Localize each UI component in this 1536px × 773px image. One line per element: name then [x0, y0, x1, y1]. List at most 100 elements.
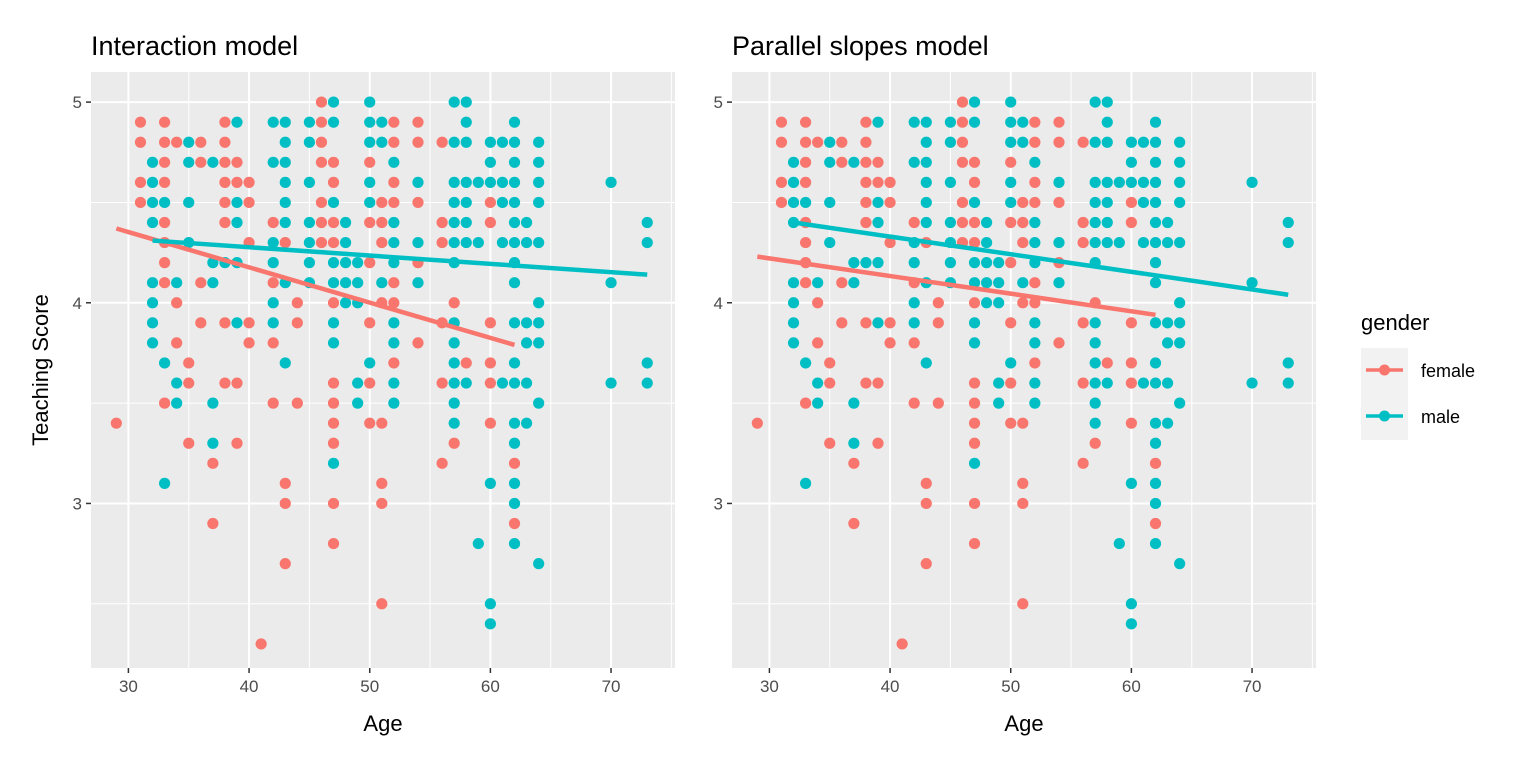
data-point-male	[231, 196, 243, 209]
data-point-female	[388, 357, 400, 369]
data-point-female	[836, 156, 848, 168]
x-tick-label: 70	[1243, 677, 1262, 696]
data-point-female	[775, 116, 788, 128]
data-point-male	[1149, 196, 1162, 209]
data-point-female	[848, 457, 860, 469]
panel-title-parallel: Parallel slopes model	[732, 31, 989, 61]
data-point-male	[787, 196, 800, 209]
data-point-female	[388, 196, 400, 209]
data-point-male	[848, 397, 860, 409]
data-point-male	[171, 377, 183, 389]
data-point-female	[448, 437, 460, 449]
data-point-male	[207, 277, 219, 289]
data-point-male	[1113, 537, 1125, 550]
data-point-male	[968, 277, 981, 289]
fit-line-male	[793, 220, 1289, 297]
data-point-male	[1161, 377, 1174, 389]
data-point-male	[605, 377, 617, 389]
data-point-male	[508, 537, 521, 550]
data-point-male	[327, 116, 340, 128]
data-point-female	[1005, 216, 1017, 229]
data-point-female	[1125, 317, 1137, 329]
data-point-female	[908, 216, 920, 229]
data-point-male	[1089, 216, 1101, 229]
data-point-male	[1101, 216, 1113, 229]
data-point-female	[267, 337, 279, 349]
data-point-female	[920, 497, 932, 510]
data-point-male	[388, 216, 400, 229]
data-point-female	[412, 116, 424, 128]
data-point-female	[836, 136, 848, 148]
data-point-male	[908, 297, 920, 309]
data-point-male	[800, 357, 812, 369]
data-point-male	[364, 196, 376, 209]
data-point-female	[327, 397, 340, 409]
data-point-male	[279, 176, 291, 188]
data-point-male	[520, 377, 533, 389]
data-point-male	[460, 196, 472, 209]
data-point-female	[448, 297, 460, 309]
data-point-female	[315, 116, 328, 128]
data-point-female	[376, 236, 388, 249]
data-point-male	[944, 216, 956, 229]
data-point-male	[279, 136, 291, 148]
x-tick-label: 60	[481, 677, 500, 696]
data-point-male	[812, 377, 824, 389]
data-point-male	[908, 116, 920, 128]
data-point-male	[993, 297, 1005, 309]
data-point-female	[1005, 317, 1017, 329]
data-point-female	[327, 417, 340, 429]
data-point-male	[1149, 437, 1162, 449]
data-point-female	[920, 558, 932, 570]
data-point-female	[860, 156, 872, 168]
data-point-female	[508, 457, 521, 469]
data-point-female	[195, 277, 207, 289]
data-point-female	[824, 437, 836, 449]
data-point-male	[800, 196, 812, 209]
data-point-male	[303, 116, 315, 128]
data-point-female	[968, 236, 981, 249]
data-point-female	[219, 317, 231, 329]
x-tick-label: 40	[240, 677, 259, 696]
data-point-female	[508, 517, 521, 530]
data-point-female	[436, 216, 448, 229]
data-point-male	[968, 196, 981, 209]
data-point-male	[824, 236, 836, 249]
data-point-female	[1029, 116, 1041, 128]
data-point-male	[968, 96, 981, 108]
fit-line-male	[152, 238, 648, 277]
data-point-male	[1005, 196, 1017, 209]
data-point-male	[231, 216, 243, 229]
data-point-female	[1077, 377, 1089, 389]
data-point-male	[1149, 477, 1162, 489]
data-point-male	[159, 477, 171, 489]
data-point-male	[159, 357, 171, 369]
data-point-female	[231, 156, 243, 168]
data-point-male	[1029, 337, 1041, 349]
data-point-male	[1101, 196, 1113, 209]
data-point-female	[388, 116, 400, 128]
data-point-male	[533, 156, 545, 168]
data-point-male	[787, 317, 800, 329]
data-point-female	[484, 417, 496, 429]
data-point-female	[1077, 317, 1089, 329]
data-point-male	[993, 277, 1005, 289]
data-point-male	[968, 317, 981, 329]
data-point-female	[800, 236, 812, 249]
data-point-male	[508, 417, 521, 429]
data-point-male	[1017, 136, 1029, 148]
data-point-female	[896, 638, 908, 650]
data-point-male	[1005, 136, 1017, 148]
data-point-male	[388, 317, 400, 329]
data-point-male	[860, 257, 872, 269]
data-point-male	[1029, 317, 1041, 329]
data-point-female	[908, 337, 920, 349]
data-point-male	[848, 156, 860, 168]
data-point-male	[1125, 136, 1137, 148]
data-point-male	[496, 236, 509, 249]
data-point-male	[520, 337, 533, 349]
data-point-female	[872, 437, 884, 449]
data-point-male	[448, 337, 460, 349]
data-point-male	[605, 176, 617, 188]
data-point-male	[508, 437, 521, 449]
